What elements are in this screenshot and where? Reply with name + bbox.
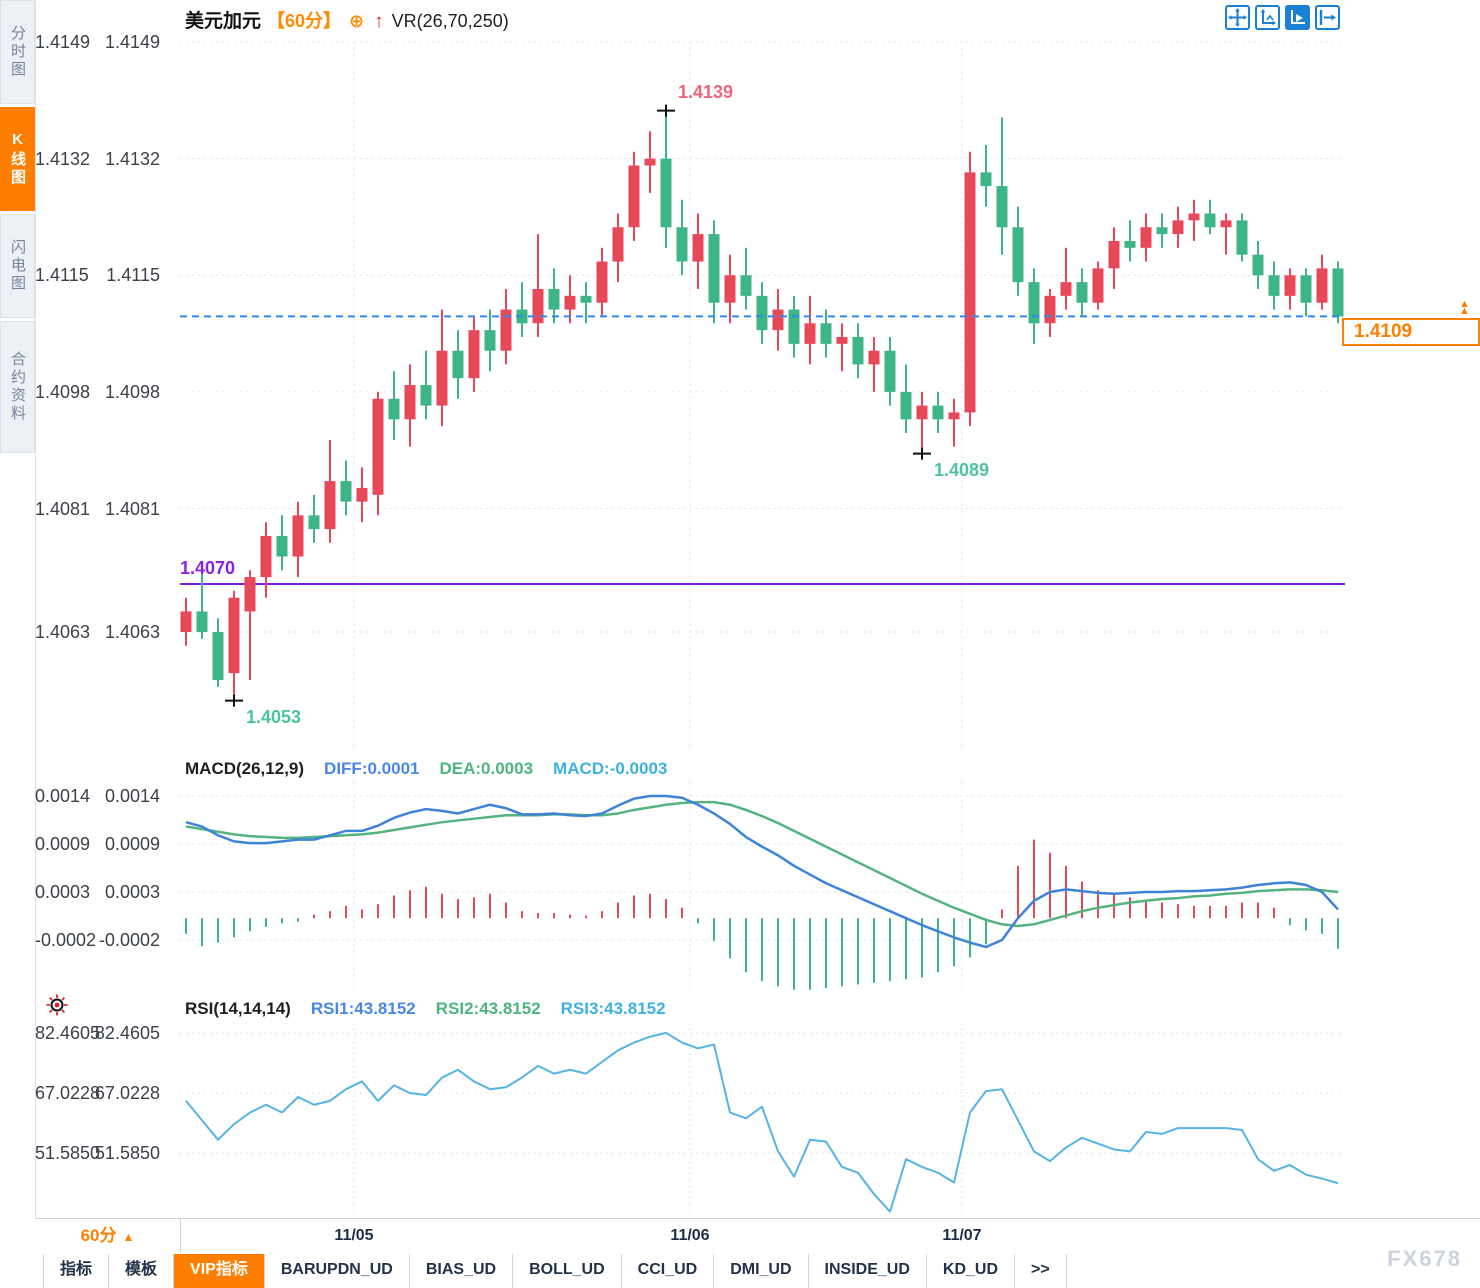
macd-title: MACD(26,12,9) xyxy=(185,759,305,778)
watermark: FX678 xyxy=(1387,1246,1462,1271)
macd-dea-value: DEA:0.0003 xyxy=(439,759,534,778)
rsi-header: RSI(14,14,14) RSI1:43.8152 RSI2:43.8152 RSI… xyxy=(185,999,686,1019)
sidebar-tab-3[interactable]: 合约资料 xyxy=(0,321,35,453)
bottom-tab-4[interactable]: BIAS_UD xyxy=(409,1254,514,1288)
bottom-tab-9[interactable]: KD_UD xyxy=(926,1254,1016,1288)
sidebar-tab-0[interactable]: 分时图 xyxy=(0,0,35,104)
chart-toolbar xyxy=(1225,5,1340,30)
bottom-tab-2[interactable]: VIP指标 xyxy=(174,1254,265,1288)
date-label-2: 11/07 xyxy=(942,1227,982,1244)
period-selector[interactable]: 60分 ▲ xyxy=(35,1219,181,1253)
rsi1-value: RSI1:43.8152 xyxy=(310,999,416,1018)
circle-plus-icon[interactable]: ⊕ xyxy=(349,11,365,31)
macd-header: MACD(26,12,9) DIFF:0.0001 DEA:0.0003 MACD:-… xyxy=(185,759,687,779)
bottom-tab-7[interactable]: DMI_UD xyxy=(714,1254,809,1288)
macd-histogram xyxy=(185,839,1339,990)
main-chart-area: 美元加元 【60分】 ⊕ ↑ VR(26,70,250) xyxy=(35,0,1480,1288)
chart-header: 美元加元 【60分】 ⊕ ↑ VR(26,70,250) xyxy=(35,0,1480,35)
rsi3-value: RSI3:43.8152 xyxy=(560,999,666,1018)
bottom-tab-6[interactable]: CCI_UD xyxy=(621,1254,715,1288)
sidebar-tab-1[interactable]: K线图 xyxy=(0,107,35,211)
macd-lines xyxy=(185,794,1339,949)
bottom-tab-0[interactable]: 指标 xyxy=(43,1254,110,1288)
sidebar-tab-2[interactable]: 闪电图 xyxy=(0,214,35,318)
collapse-panel-icon[interactable] xyxy=(1315,5,1340,30)
bottom-tab-5[interactable]: BOLL_UD xyxy=(513,1254,622,1288)
sidebar: 分时图 K线图 闪电图 合约资料 xyxy=(0,0,36,1288)
macd-macd-value: MACD:-0.0003 xyxy=(553,759,668,778)
bottom-tab-3[interactable]: BARUPDN_UD xyxy=(264,1254,410,1288)
rsi-title: RSI(14,14,14) xyxy=(185,999,291,1018)
period-up-triangle-icon: ▲ xyxy=(122,1230,135,1244)
date-label-0: 11/05 xyxy=(334,1227,374,1244)
bottom-tab-bar: 指标 模板 VIP指标 BARUPDN_UD BIAS_UD BOLL_UD CCI_UD D… xyxy=(35,1254,1480,1288)
rsi-line xyxy=(185,1031,1339,1213)
up-arrow-icon: ↑ xyxy=(374,11,384,32)
bottom-tab-1[interactable]: 模板 xyxy=(109,1254,175,1288)
date-label-1: 11/06 xyxy=(670,1227,710,1244)
axis-scale-icon[interactable] xyxy=(1255,5,1280,30)
annotation-markers xyxy=(225,104,931,707)
symbol-title: 美元加元 xyxy=(185,11,262,32)
x-axis-strip: 60分 ▲ 11/05 11/06 11/07 xyxy=(35,1218,1480,1255)
move-crosshair-icon[interactable] xyxy=(1225,5,1250,30)
period-label: 60分 xyxy=(80,1226,117,1245)
title-row: 美元加元 【60分】 ⊕ ↑ VR(26,70,250) xyxy=(185,6,509,33)
indicator-settings-sun-icon[interactable] xyxy=(44,992,70,1018)
axis-auto-icon[interactable] xyxy=(1285,5,1310,30)
candles xyxy=(180,110,1344,701)
overlay-indicator-label[interactable]: VR(26,70,250) xyxy=(391,11,509,31)
gridlines xyxy=(180,41,1345,1213)
bottom-tab-8[interactable]: INSIDE_UD xyxy=(808,1254,927,1288)
rsi2-value: RSI2:43.8152 xyxy=(435,999,541,1018)
chart-canvas[interactable] xyxy=(35,35,1480,1215)
macd-diff-value: DIFF:0.0001 xyxy=(324,759,420,778)
bottom-tab-10[interactable]: >> xyxy=(1015,1254,1067,1288)
period-tag[interactable]: 【60分】 xyxy=(267,11,342,31)
